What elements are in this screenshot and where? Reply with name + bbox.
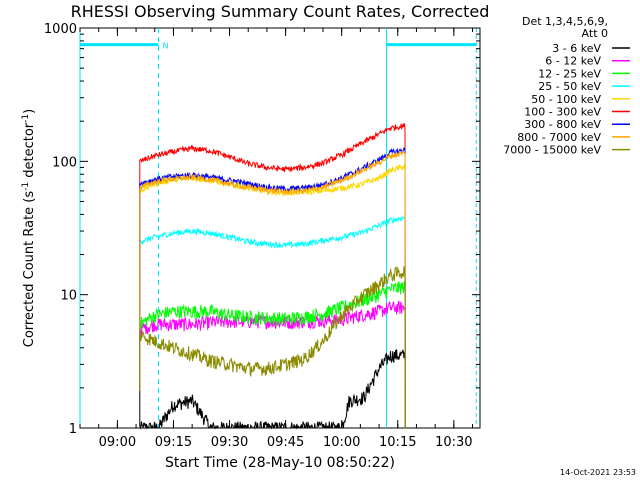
x-tick-label: 09:30: [211, 435, 248, 450]
x-tick-label: 09:45: [267, 435, 304, 450]
legend-label: 6 - 12 keV: [545, 55, 601, 68]
legend-header: Det 1,3,4,5,6,9,: [522, 15, 608, 28]
x-axis-label: Start Time (28-May-10 08:50:22): [165, 455, 395, 471]
legend-label: 300 - 800 keV: [524, 118, 601, 131]
x-tick-label: 09:15: [155, 435, 192, 450]
legend-label: 100 - 300 keV: [524, 106, 601, 119]
night-bar-label: N: [163, 42, 169, 51]
x-axis-ticks: 09:00 09:15 09:30 09:45 10:00 10:15 10:30: [79, 28, 474, 450]
legend-label: 50 - 100 keV: [531, 93, 601, 106]
chart-title: RHESSI Observing Summary Count Rates, Co…: [71, 2, 490, 21]
legend-label: 800 - 7000 keV: [517, 131, 601, 144]
legend-label: 25 - 50 keV: [538, 80, 601, 93]
series-line-0: [139, 349, 406, 430]
series-line-1: [139, 300, 406, 429]
series-line-3: [139, 214, 406, 429]
series-line-5: [139, 123, 406, 429]
y-axis-ticks: 1 10 100 1000: [44, 22, 480, 437]
x-tick-label: 10:30: [435, 435, 472, 450]
y-tick-label: 10: [60, 289, 77, 304]
y-axis-label: Corrected Count Rate (s-1 detector-1): [21, 109, 37, 347]
legend-label: 3 - 6 keV: [552, 42, 601, 55]
footer-timestamp: 14-Oct-2021 23:53: [560, 468, 636, 477]
legend-label: 12 - 25 keV: [538, 67, 601, 80]
series-line-8: [139, 266, 406, 429]
y-tick-label: 1: [69, 422, 77, 437]
x-tick-label: 10:15: [379, 435, 416, 450]
y-tick-label: 100: [52, 155, 77, 170]
legend-label: 7000 - 15000 keV: [503, 144, 601, 157]
series-line-7: [139, 150, 406, 429]
legend-header: Att 0: [582, 27, 608, 40]
x-tick-label: 10:00: [323, 435, 360, 450]
y-tick-label: 1000: [44, 22, 77, 37]
x-tick-label: 09:00: [99, 435, 136, 450]
series-group: [139, 123, 406, 430]
